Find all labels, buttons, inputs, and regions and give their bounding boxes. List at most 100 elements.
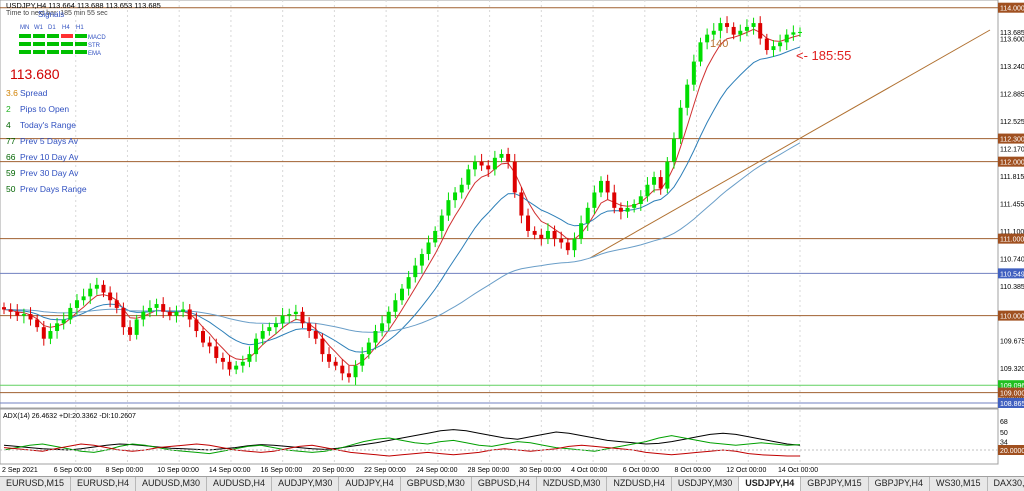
signal-cell: [61, 42, 73, 46]
stat-label: Prev 5 Days Av: [20, 136, 79, 146]
candle-bearish: [658, 177, 663, 189]
stat-label: Today's Range: [20, 120, 76, 130]
candle-bullish: [240, 361, 245, 366]
signal-cell: [19, 50, 31, 54]
price-axis-tick: 112.170: [1000, 147, 1024, 154]
price-level-badge: [998, 387, 1024, 398]
stat-value: 66: [6, 152, 16, 162]
adx-axis-tick: 68: [1000, 419, 1008, 426]
candle-bullish: [386, 311, 391, 324]
candle-bullish: [247, 354, 252, 362]
candle-bullish: [181, 309, 186, 312]
price-axis-tick: 113.685: [1000, 30, 1024, 37]
moving-average-line: [4, 142, 801, 333]
chart-tab[interactable]: DAX30,M15: [987, 477, 1024, 491]
candle-bearish: [512, 161, 517, 193]
candle-bearish: [207, 342, 212, 347]
candle-bullish: [585, 207, 590, 224]
candle-bearish: [227, 361, 232, 370]
chart-tab[interactable]: GBPUSD,M30: [400, 477, 472, 491]
price-level-badge-label: 108.865: [1000, 401, 1024, 408]
time-axis-label: 12 Oct 00:00: [726, 467, 766, 474]
candle-bullish: [791, 32, 796, 35]
chart-tab[interactable]: USDJPY,H4: [739, 477, 802, 491]
candle-bearish: [201, 331, 205, 343]
price-axis-tick: 111.455: [1000, 202, 1024, 209]
candle-bearish: [519, 192, 524, 216]
price-axis-tick: 109.675: [1000, 339, 1024, 346]
candle-bearish: [559, 238, 564, 243]
candle-bearish: [346, 373, 351, 378]
candle-bearish: [2, 307, 6, 310]
chart-tab[interactable]: NZDUSD,H4: [607, 477, 672, 491]
countdown-label: <- 185:55: [796, 48, 851, 63]
time-axis-label: 8 Oct 00:00: [675, 467, 711, 474]
candle-bearish: [108, 292, 113, 301]
chart-tab[interactable]: GBPJPY,M15: [801, 477, 869, 491]
signal-timeframe-label: MN: [20, 25, 29, 31]
candle-bullish: [267, 327, 272, 332]
candle-bearish: [333, 361, 338, 366]
candle-bearish: [15, 311, 20, 316]
candle-bullish: [453, 192, 458, 201]
candle-bullish: [406, 277, 411, 289]
signal-row-label: MACD: [88, 35, 106, 41]
candle-bullish: [459, 184, 464, 193]
chart-tab[interactable]: AUDJPY,M30: [272, 477, 340, 491]
chart-tab[interactable]: GBPUSD,H4: [471, 477, 537, 491]
chart-tab[interactable]: GBPJPY,H4: [868, 477, 930, 491]
chart-tab[interactable]: AUDUSD,M30: [136, 477, 208, 491]
candle-bearish: [8, 309, 13, 312]
price-level-badge: [998, 310, 1024, 321]
candle-bearish: [101, 284, 106, 293]
price-level-badge: [998, 2, 1024, 13]
chart-tab[interactable]: WS30,M15: [929, 477, 988, 491]
signal-timeframe-label: H1: [76, 25, 84, 31]
candle-bearish: [327, 354, 332, 362]
candle-bullish: [492, 157, 497, 170]
stat-value: 2: [6, 104, 11, 114]
candle-bearish: [187, 309, 192, 320]
price-axis-tick: 113.600: [1000, 36, 1024, 43]
candle-bullish: [572, 238, 577, 251]
candle-bearish: [128, 327, 133, 335]
candle-bullish: [798, 31, 802, 33]
chart-tab[interactable]: EURUSD,M15: [0, 477, 72, 491]
candle-bullish: [141, 311, 146, 320]
chart-tab[interactable]: AUDUSD,H4: [207, 477, 273, 491]
price-level-badge-label: 111.000: [1000, 237, 1024, 244]
candle-bullish: [738, 30, 743, 35]
candle-bearish: [506, 153, 511, 162]
candle-bullish: [691, 61, 696, 85]
candle-bearish: [618, 207, 623, 212]
chart-tab[interactable]: USDJPY,M30: [671, 477, 740, 491]
time-axis-label: 14 Oct 00:00: [778, 467, 818, 474]
chart-tab[interactable]: AUDJPY,H4: [339, 477, 401, 491]
time-axis-label: 6 Oct 00:00: [623, 467, 659, 474]
candle-bearish: [539, 234, 544, 239]
chart-tab[interactable]: NZDUSD,M30: [536, 477, 608, 491]
time-axis-label: 2 Sep 2021: [2, 467, 38, 474]
adx-series-line: [3, 429, 801, 451]
price-axis-tick: 112.525: [1000, 119, 1024, 126]
stat-value: 50: [6, 184, 16, 194]
candle-bearish: [41, 327, 46, 339]
signal-cell: [61, 34, 73, 38]
stat-value: 59: [6, 168, 16, 178]
candle-bearish: [731, 26, 736, 35]
window-title: USDJPY,H4 113.664 113.688 113.653 113.68…: [6, 1, 161, 10]
time-axis-label: 30 Sep 00:00: [519, 467, 561, 474]
candle-bullish: [419, 254, 424, 266]
candle-bearish: [552, 230, 557, 239]
trendline[interactable]: [589, 29, 991, 259]
candle-bearish: [220, 357, 225, 362]
candle-bullish: [711, 30, 716, 35]
price-level-badge: [998, 397, 1024, 408]
chart-tab[interactable]: EURUSD,H4: [71, 477, 137, 491]
adx-axis-tick: 50: [1000, 430, 1008, 437]
price-level-badge-label: 110.549: [1000, 271, 1024, 278]
price-level-badge-label: 109.000: [1000, 391, 1024, 398]
signal-cell: [75, 34, 87, 38]
